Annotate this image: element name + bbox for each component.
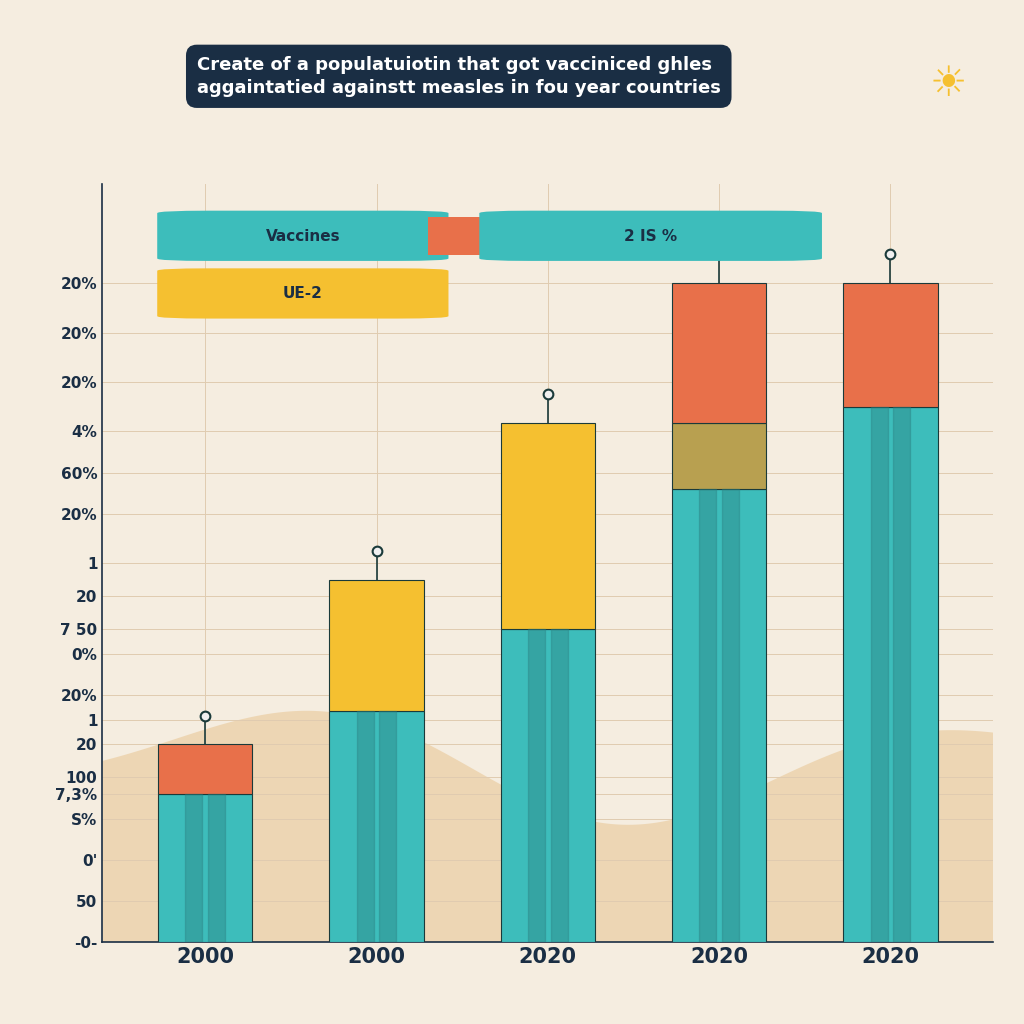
Text: Vaccines: Vaccines xyxy=(265,228,340,244)
FancyBboxPatch shape xyxy=(158,211,449,261)
Bar xyxy=(379,712,396,942)
Bar xyxy=(844,407,938,942)
Bar xyxy=(893,407,910,942)
Bar xyxy=(501,423,595,629)
FancyBboxPatch shape xyxy=(428,217,522,255)
Bar xyxy=(528,629,545,942)
FancyBboxPatch shape xyxy=(158,268,449,318)
Polygon shape xyxy=(102,711,993,942)
Bar xyxy=(722,489,739,942)
Bar xyxy=(672,423,766,489)
Bar xyxy=(870,407,888,942)
Bar xyxy=(551,629,567,942)
Bar xyxy=(699,489,717,942)
Bar xyxy=(844,284,938,407)
Bar xyxy=(158,744,252,794)
Bar xyxy=(672,489,766,942)
Bar xyxy=(208,794,225,942)
Bar xyxy=(356,712,374,942)
Text: 2 IS %: 2 IS % xyxy=(624,228,677,244)
FancyBboxPatch shape xyxy=(479,211,822,261)
Bar xyxy=(501,629,595,942)
Text: ☀: ☀ xyxy=(930,63,968,105)
Bar xyxy=(330,712,424,942)
Bar xyxy=(185,794,203,942)
Text: Create of a populatuiotin that got vacciniced ghles
aggaintatied againstt measle: Create of a populatuiotin that got vacci… xyxy=(197,55,721,97)
Bar xyxy=(330,580,424,712)
Bar xyxy=(158,794,252,942)
Bar xyxy=(672,284,766,423)
Text: UE-2: UE-2 xyxy=(283,287,323,301)
